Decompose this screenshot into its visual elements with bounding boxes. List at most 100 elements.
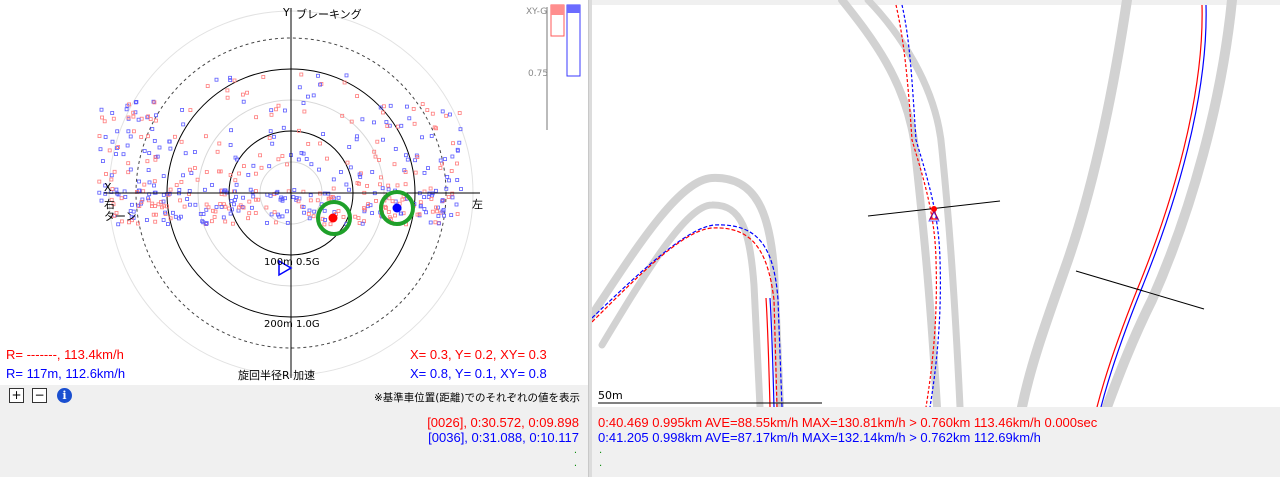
scatter-point bbox=[225, 95, 230, 100]
scatter-point bbox=[312, 209, 317, 214]
scatter-point bbox=[103, 191, 108, 196]
scatter-point bbox=[390, 199, 395, 204]
scatter-point bbox=[362, 206, 366, 211]
scatter-point bbox=[228, 75, 233, 80]
scatter-point bbox=[457, 111, 462, 115]
scatter-point bbox=[107, 148, 112, 153]
scatter-point bbox=[441, 198, 446, 203]
scatter-point bbox=[428, 186, 433, 191]
scatter-point bbox=[154, 212, 158, 217]
scatter-point bbox=[100, 115, 104, 120]
scatter-point bbox=[358, 174, 363, 179]
scatter-point bbox=[317, 167, 322, 172]
scatter-point bbox=[455, 212, 460, 216]
scatter-point bbox=[247, 199, 252, 204]
scatter-point bbox=[152, 179, 157, 184]
scatter-point bbox=[102, 119, 107, 124]
scatter-point bbox=[228, 143, 233, 147]
scatter-point bbox=[433, 220, 438, 225]
scatter-point bbox=[459, 187, 463, 191]
red-lap-time: [0026], 0:30.572, 0:09.898 bbox=[427, 415, 579, 430]
scatter-point bbox=[116, 222, 121, 227]
scatter-point bbox=[411, 107, 416, 111]
scatter-point bbox=[165, 204, 170, 209]
scatter-point bbox=[182, 204, 187, 209]
scatter-point bbox=[440, 198, 445, 203]
scatter-point bbox=[109, 177, 114, 182]
scatter-point bbox=[435, 209, 440, 214]
scatter-point bbox=[270, 141, 275, 146]
scatter-point bbox=[399, 123, 404, 128]
scatter-point bbox=[311, 214, 316, 219]
scatter-point bbox=[115, 129, 120, 134]
scatter-point bbox=[316, 73, 320, 78]
scatter-point bbox=[214, 205, 219, 209]
info-icon[interactable]: i bbox=[57, 388, 72, 403]
scatter-point bbox=[322, 208, 327, 213]
scatter-point bbox=[167, 139, 172, 144]
scatter-point bbox=[381, 104, 386, 109]
scatter-point bbox=[126, 161, 131, 166]
scatter-point bbox=[153, 204, 158, 208]
scatter-point bbox=[130, 218, 134, 223]
scatter-point bbox=[299, 72, 304, 77]
scatter-point bbox=[424, 210, 429, 215]
scatter-point bbox=[444, 113, 449, 118]
scatter-point bbox=[434, 126, 439, 131]
scatter-point bbox=[344, 182, 349, 187]
scatter-point bbox=[321, 132, 326, 137]
scatter-point bbox=[178, 198, 183, 203]
minus-box-icon[interactable]: − bbox=[32, 388, 47, 403]
scatter-point bbox=[180, 108, 185, 112]
plus-box-icon[interactable]: + bbox=[9, 388, 24, 403]
scatter-point bbox=[129, 202, 134, 207]
scatter-point bbox=[189, 171, 194, 176]
scatter-point bbox=[450, 154, 455, 159]
scatter-point bbox=[188, 108, 193, 112]
scatter-point bbox=[301, 205, 306, 209]
gg-polar-plot[interactable] bbox=[0, 0, 588, 385]
scatter-point bbox=[323, 217, 327, 222]
scatter-point bbox=[455, 161, 459, 166]
scatter-point bbox=[232, 198, 237, 203]
scatter-point bbox=[415, 155, 420, 160]
scatter-point bbox=[269, 212, 274, 217]
scatter-point bbox=[155, 154, 160, 159]
scatter-point bbox=[104, 172, 108, 176]
scatter-point bbox=[430, 111, 435, 116]
scatter-point bbox=[403, 170, 408, 175]
scatter-point bbox=[355, 94, 360, 98]
scatter-point bbox=[308, 198, 313, 203]
scatter-point bbox=[126, 115, 131, 120]
scatter-point bbox=[449, 169, 454, 173]
scatter-point bbox=[212, 215, 217, 219]
scatter-point bbox=[429, 196, 434, 201]
scatter-point bbox=[267, 164, 272, 169]
scatter-point bbox=[253, 211, 258, 215]
scatter-point bbox=[137, 179, 142, 184]
scatter-point bbox=[98, 147, 103, 152]
scatter-point bbox=[338, 170, 343, 174]
scatter-point bbox=[145, 159, 150, 164]
red-run-stats: 0:40.469 0.995km AVE=88.55km/h MAX=130.8… bbox=[598, 415, 1098, 430]
scatter-point bbox=[234, 182, 239, 187]
scatter-point bbox=[146, 198, 151, 203]
right-turn-label-1: 右 bbox=[104, 198, 115, 211]
scatter-point bbox=[125, 143, 130, 148]
scatter-point bbox=[450, 195, 455, 200]
scatter-point bbox=[444, 186, 449, 191]
scatter-point bbox=[127, 102, 131, 107]
scatter-point bbox=[204, 221, 209, 226]
scatter-point bbox=[377, 157, 381, 162]
scatter-point bbox=[302, 109, 307, 114]
scatter-point bbox=[309, 162, 314, 167]
scatter-point bbox=[415, 212, 420, 217]
scatter-point bbox=[124, 107, 129, 112]
scatter-point bbox=[168, 216, 173, 221]
pane-splitter[interactable] bbox=[588, 0, 593, 477]
scatter-point bbox=[237, 205, 241, 210]
track-map[interactable] bbox=[592, 0, 1280, 407]
scatter-point bbox=[297, 85, 302, 90]
scatter-point bbox=[328, 222, 333, 227]
scatter-point bbox=[150, 201, 155, 206]
